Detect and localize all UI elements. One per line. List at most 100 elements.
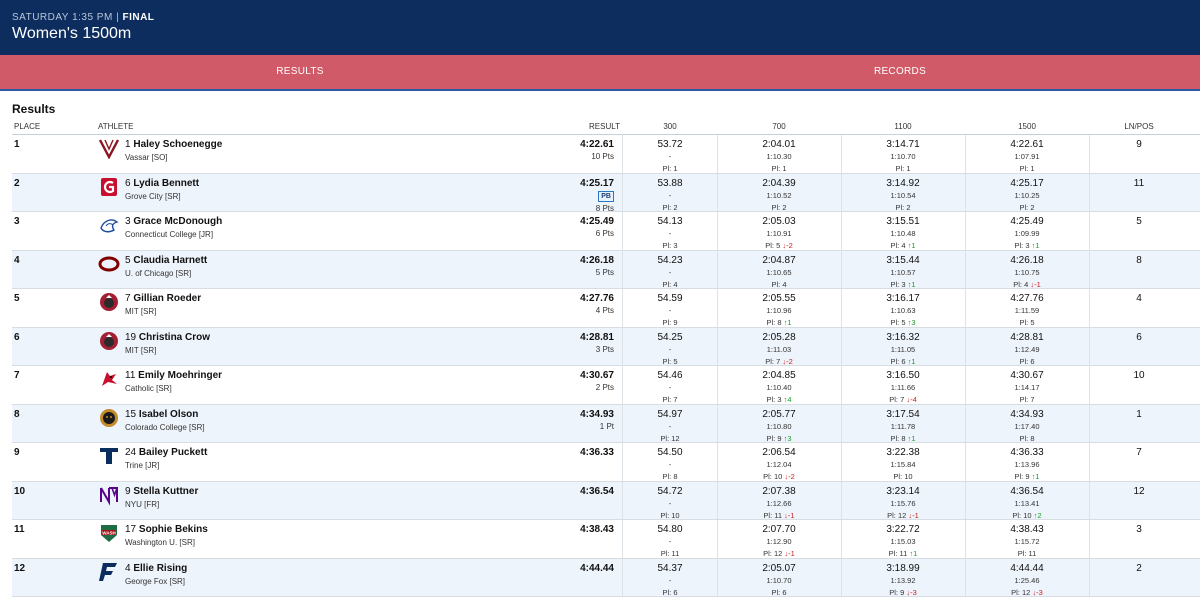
mit-logo [98, 330, 120, 352]
table-row[interactable]: 8 15 Isabel Olson Colorado College [SR] … [12, 404, 1200, 447]
split-cell: 54.25 - Pl: 5 [622, 332, 718, 370]
athlete-name[interactable]: Grace McDonough [133, 216, 223, 227]
split-place: Pl: 9 [889, 587, 905, 597]
result-time: 4:26.18 [580, 254, 614, 266]
tab-records[interactable]: RECORDS [873, 66, 927, 77]
result-cell: 4:36.54 [532, 486, 614, 524]
split-place: Pl: 12 [887, 510, 907, 520]
position-change: ↑1 [907, 279, 916, 289]
split-place: Pl: 5 [890, 318, 906, 327]
table-row[interactable]: 9 24 Bailey Puckett Trine [JR] 4:36.33 5… [12, 443, 1200, 482]
table-row[interactable]: 10 9 Stella Kuttner NYU [FR] 4:36.54 54.… [12, 481, 1200, 524]
split-lap: 1:10.30 [766, 152, 792, 161]
table-row[interactable]: 7 11 Emily Moehringer Catholic [SR] 4:30… [12, 366, 1200, 405]
athlete-name[interactable]: Isabel Olson [138, 408, 199, 420]
athlete-name[interactable]: Christina Crow [138, 331, 211, 343]
result-cell: 4:38.43 [532, 524, 614, 562]
table-row[interactable]: 6 19 Christina Crow MIT [SR] 4:28.81 3 P… [12, 327, 1200, 370]
athlete-name[interactable]: Gillian Roeder [133, 293, 202, 304]
split-cell: 4:34.93 1:17.40 Pl: 8 [965, 409, 1089, 447]
athlete-name[interactable]: Sophie Bekins [138, 524, 208, 535]
split-place: Pl: 4 [662, 279, 678, 289]
split-time: 2:04.85 [762, 370, 796, 381]
col-place: PLACE [14, 122, 41, 131]
table-row[interactable]: 2 6 Lydia Bennett Grove City [SR] 4:25.1… [12, 173, 1200, 213]
result-time: 4:36.54 [580, 485, 614, 497]
points: 6 Pts [595, 229, 614, 238]
lane-position: 8 [1136, 254, 1142, 266]
athlete-school: Colorado College [SR] [125, 422, 205, 432]
split-cell: 3:16.17 1:10.63 Pl: 5 ↑3 [841, 293, 965, 331]
mit-logo [98, 291, 120, 313]
table-row[interactable]: 11 WASH 17 Sophie Bekins Washington U. [S… [12, 520, 1200, 559]
split-cell: 2:05.28 1:11.03 Pl: 7 ↓-2 [717, 332, 841, 370]
athlete-name[interactable]: Claudia Harnett [133, 254, 208, 266]
split-cell: 4:27.76 1:11.59 Pl: 5 [965, 293, 1089, 331]
split-time: 4:25.17 [1010, 177, 1044, 189]
split-lap: 1:11.66 [890, 383, 916, 392]
result-cell: 4:27.76 4 Pts [532, 293, 614, 331]
split-lap: 1:12.49 [1014, 344, 1040, 354]
section-title: Results [12, 102, 56, 116]
result-cell: 4:22.61 10 Pts [532, 139, 614, 177]
split-lap: - [668, 229, 672, 238]
split-cell: 4:44.44 1:25.46 Pl: 12 ↓-3 [965, 563, 1089, 601]
george-fox-logo [98, 561, 120, 583]
athlete-name[interactable]: Ellie Rising [133, 562, 188, 574]
split-lap: - [668, 575, 672, 585]
split-place: Pl: 11 [763, 510, 783, 520]
athlete-school: Washington U. [SR] [125, 538, 195, 547]
athlete-cell: 5 Claudia Harnett U. of Chicago [SR] [125, 255, 207, 293]
athlete-name[interactable]: Haley Schoenegge [133, 139, 223, 150]
col-split-3: 1100 [894, 122, 912, 131]
place: 12 [14, 562, 26, 574]
split-time: 3:16.50 [886, 370, 920, 381]
split-place: Pl: 11 [888, 549, 908, 558]
place: 6 [14, 331, 20, 343]
athlete-name[interactable]: Emily Moehringer [138, 370, 223, 381]
position-change: ↑3 [907, 318, 916, 327]
split-time: 2:07.38 [762, 485, 796, 497]
col-split-2: 700 [772, 122, 786, 131]
split-lap: 1:10.54 [890, 190, 916, 200]
svg-text:WASH: WASH [102, 530, 116, 535]
table-header: PLACE ATHLETE RESULT 300 700 1100 1500 L… [12, 119, 1200, 135]
split-place: Pl: 6 [1019, 356, 1035, 366]
split-cell: 2:05.07 1:10.70 Pl: 6 [717, 563, 841, 601]
split-time: 4:36.33 [1010, 447, 1044, 458]
position-change: ↑1 [783, 318, 792, 327]
split-time: 4:26.18 [1010, 254, 1044, 266]
split-place: Pl: 6 [890, 356, 906, 366]
table-row[interactable]: 3 3 Grace McDonough Connecticut College … [12, 212, 1200, 251]
split-place: Pl: 10 [1012, 510, 1032, 520]
athlete-name[interactable]: Bailey Puckett [138, 447, 208, 458]
split-time: 54.59 [657, 293, 683, 304]
split-place: Pl: 4 [1013, 279, 1029, 289]
bib-number: 19 [125, 331, 137, 343]
split-cell: 3:22.38 1:15.84 Pl: 10 [841, 447, 965, 485]
split-time: 3:22.38 [886, 447, 920, 458]
split-cell: 3:23.14 1:15.76 Pl: 12 ↓-1 [841, 486, 965, 524]
bib-number: 6 [125, 177, 131, 189]
split-place: Pl: 10 [660, 510, 680, 520]
tab-results[interactable]: RESULTS [276, 66, 324, 77]
split-time: 3:18.99 [886, 562, 920, 574]
table-row[interactable]: 12 4 Ellie Rising George Fox [SR] 4:44.4… [12, 558, 1200, 601]
table-row[interactable]: 1 1 Haley Schoenegge Vassar [SO] 4:22.61… [12, 135, 1200, 174]
split-lap: 1:11.05 [890, 344, 916, 354]
split-place: Pl: 2 [662, 202, 678, 212]
result-time: 4:36.33 [580, 447, 614, 458]
table-row[interactable]: 4 5 Claudia Harnett U. of Chicago [SR] 4… [12, 250, 1200, 293]
split-place: Pl: 8 [890, 433, 906, 443]
lane-position: 1 [1136, 408, 1142, 420]
lane-position: 4 [1136, 293, 1142, 304]
points: 8 Pts [595, 203, 614, 213]
athlete-name[interactable]: Lydia Bennett [133, 177, 200, 189]
result-cell: 4:36.33 [532, 447, 614, 485]
athlete-name[interactable]: Stella Kuttner [133, 485, 199, 497]
split-lap: - [668, 498, 672, 508]
nyu-logo [98, 484, 120, 506]
place: 7 [14, 370, 20, 381]
table-row[interactable]: 5 7 Gillian Roeder MIT [SR] 4:27.76 4 Pt… [12, 289, 1200, 328]
split-place: Pl: 11 [660, 549, 680, 558]
